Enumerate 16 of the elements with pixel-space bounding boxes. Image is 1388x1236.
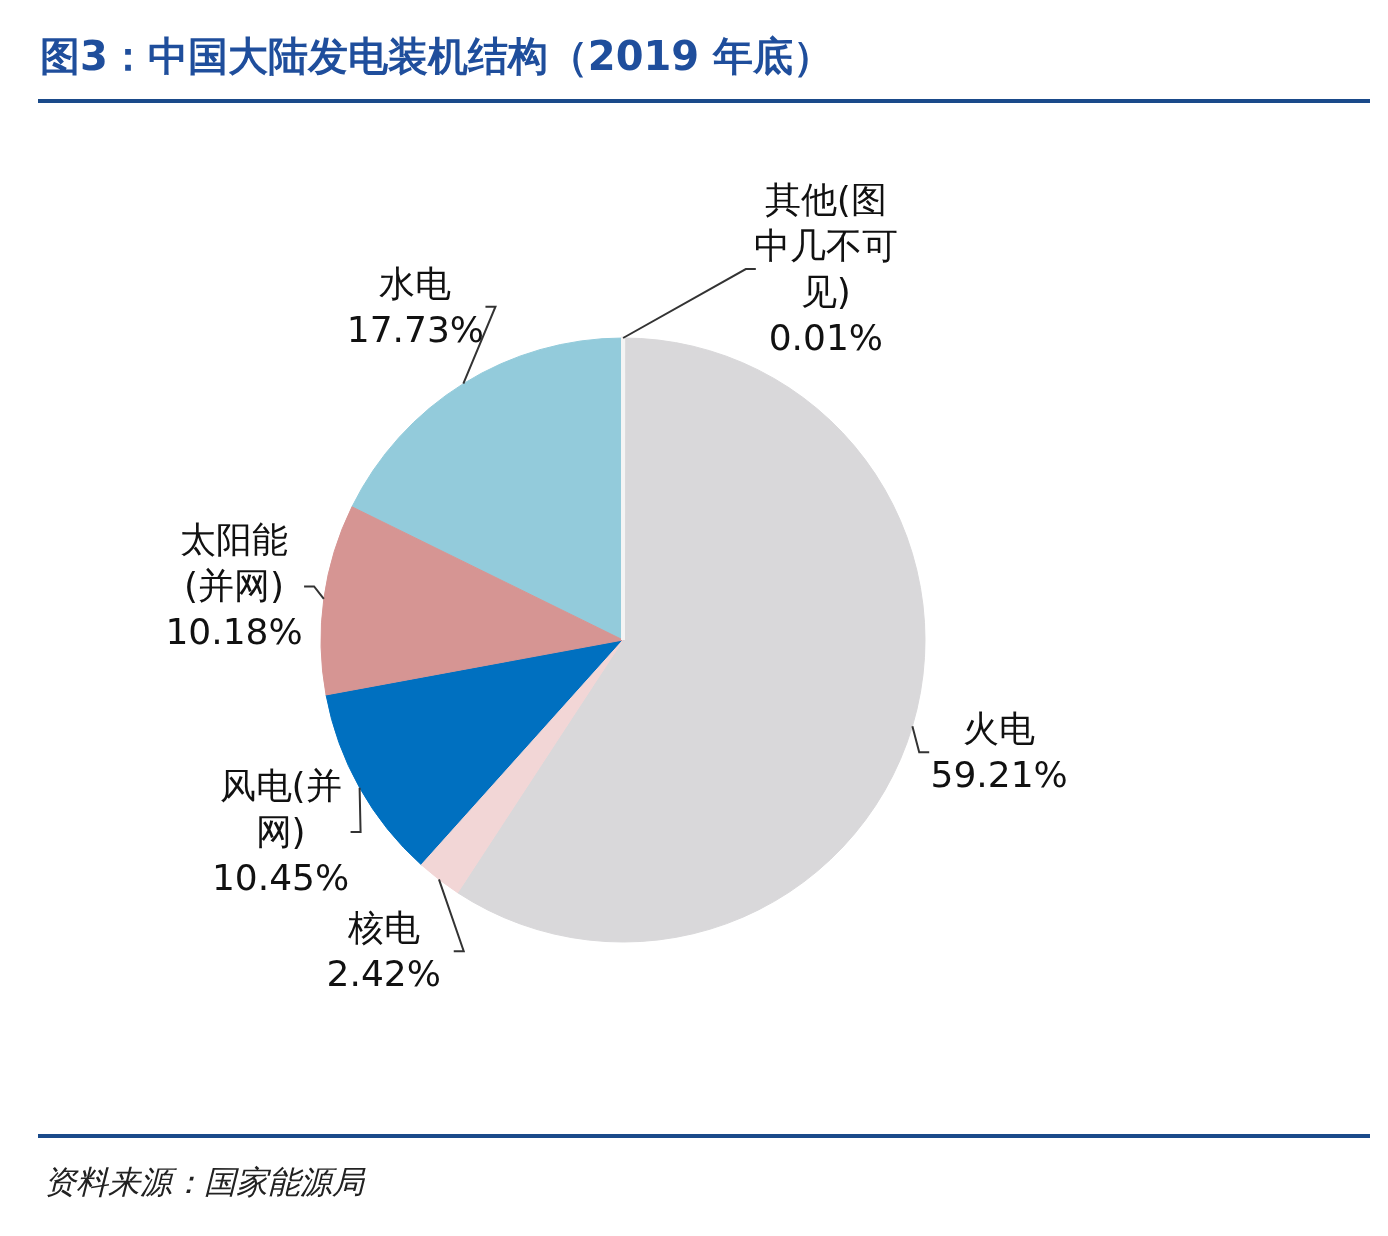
pie-slice [420,639,624,894]
text: 资料来源：国家能源局 [44,1163,366,1201]
chart-title: 图3：中国大陆发电装机结构（2019 年底） [40,33,834,79]
data-label: 59.21% [930,754,1068,796]
data-label: 0.01% [768,317,884,359]
data-label: 10.45% [211,857,350,899]
slice-label: 风电(并网) [219,765,342,853]
pie-slice [320,506,624,696]
data-label: 2.42% [326,953,441,995]
slice-label: 水电 [379,262,452,304]
data-label: 10.18% [165,611,303,653]
slice-label: 火电 [963,708,1036,750]
slice-label: 太阳能(并网) [180,519,289,607]
data-label: 17.73% [346,308,485,350]
slice-label: 核电 [346,907,420,949]
slice-label: 其他(图中几不可见) [753,179,898,313]
